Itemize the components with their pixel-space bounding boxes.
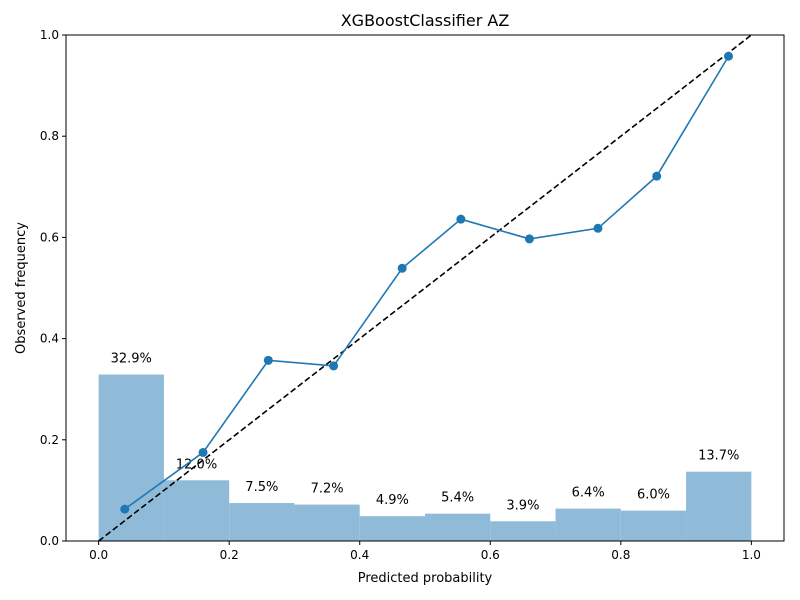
plot-frame (65, 34, 785, 542)
calibration-point (724, 51, 734, 61)
histogram-bar (163, 480, 230, 541)
calibration-point (120, 504, 130, 514)
histogram-bar-label: 13.7% (698, 449, 739, 464)
histogram-bar (620, 510, 687, 541)
histogram-bar (490, 521, 556, 541)
histogram-bar (686, 471, 752, 541)
histogram-bar-label: 12.0% (176, 457, 217, 472)
histogram-bar-label: 5.4% (441, 491, 474, 506)
calibration-point (329, 361, 339, 371)
histogram-bars (98, 374, 752, 541)
x-tick-label: 0.2 (220, 548, 239, 562)
histogram-bar-label: 4.9% (376, 493, 409, 508)
y-tick-label: 0.8 (40, 129, 59, 143)
y-tick-label: 0.4 (40, 332, 59, 346)
y-tick-label: 0.2 (40, 433, 59, 447)
calibration-points (120, 51, 734, 514)
histogram-bar (425, 513, 491, 541)
perfect-calibration-line (98, 34, 752, 542)
histogram-bar-label: 6.4% (572, 486, 605, 501)
histogram-bar-label: 32.9% (111, 352, 152, 367)
histogram-bar (359, 516, 425, 541)
x-tick-label: 0.4 (350, 548, 369, 562)
x-tick-label: 0.6 (481, 548, 500, 562)
calibration-point (593, 223, 603, 233)
histogram-bar (555, 508, 621, 541)
calibration-point (456, 214, 466, 224)
x-axis-label: Predicted probability (358, 571, 493, 586)
histogram-bar (229, 503, 295, 541)
x-axis-ticks: 0.0 0.2 0.4 0.6 0.8 1.0 (89, 541, 761, 562)
y-axis-label: Observed frequency (14, 222, 29, 354)
histogram-bar-label: 7.5% (245, 480, 278, 495)
y-tick-label: 0.6 (40, 230, 59, 244)
histogram-bar-label: 3.9% (506, 498, 539, 513)
histogram-labels: 32.9% 12.0% 7.5% 7.2% 4.9% 5.4% 3.9% 6.4% 6.0% 13… (111, 352, 740, 514)
calibration-point (263, 355, 273, 365)
histogram-bar (98, 374, 164, 541)
x-tick-label: 0.8 (611, 548, 630, 562)
y-tick-label: 1.0 (40, 28, 59, 42)
x-tick-label: 1.0 (742, 548, 761, 562)
x-tick-label: 0.0 (89, 548, 108, 562)
chart-title: XGBoostClassifier AZ (341, 11, 510, 30)
calibration-line (124, 55, 730, 510)
y-tick-label: 0.0 (40, 534, 59, 548)
histogram-bar-label: 6.0% (637, 488, 670, 503)
histogram-bar-label: 7.2% (311, 482, 344, 497)
calibration-point (397, 263, 407, 273)
y-axis-ticks: 0.0 0.2 0.4 0.6 0.8 1.0 (40, 28, 66, 548)
histogram-bar (294, 504, 360, 541)
calibration-point (198, 447, 208, 457)
calibration-point (524, 234, 534, 244)
calibration-point (652, 171, 662, 181)
